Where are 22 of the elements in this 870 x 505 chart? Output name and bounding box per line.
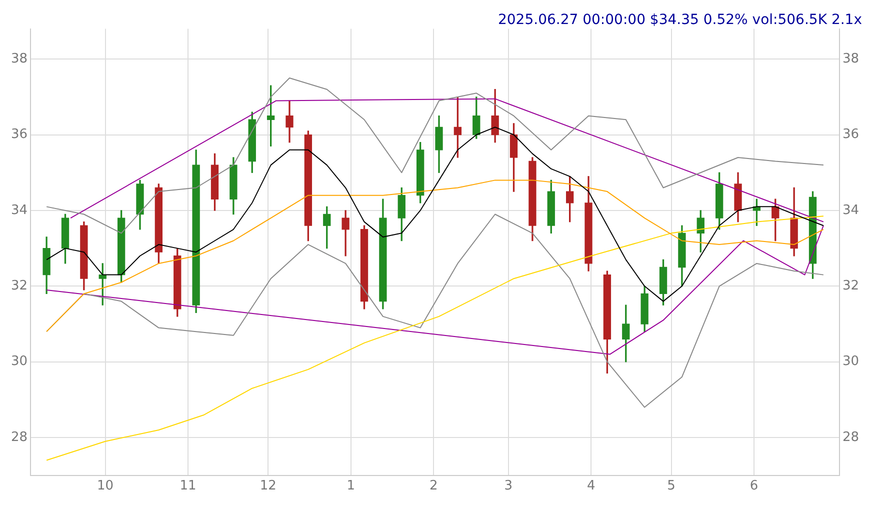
- x-tick-label: 2: [430, 478, 438, 494]
- x-tick-label: 1: [346, 478, 356, 494]
- y-tick-label: 32: [10, 278, 28, 294]
- y-tick-label: 28: [10, 430, 28, 445]
- y2-tick-label: 30: [842, 354, 860, 370]
- y2-tick-label: 32: [842, 278, 860, 294]
- chart-title: 2025.06.27 00:00:00 $34.35 0.52% vol:506.5K 2.1x: [498, 12, 862, 28]
- x-tick-label: 3: [504, 478, 513, 494]
- y2-tick-label: 36: [842, 127, 860, 142]
- y-tick-label: 38: [10, 51, 28, 66]
- y2-tick-label: 34: [842, 202, 860, 218]
- y-tick-label: 34: [10, 202, 28, 218]
- x-tick-label: 4: [587, 478, 596, 494]
- x-tick-label: 5: [667, 478, 676, 494]
- y-tick-label: 36: [10, 127, 28, 142]
- x-tick-label: 10: [97, 478, 114, 494]
- x-tick-label: 6: [750, 478, 758, 494]
- x-tick-label: 11: [180, 478, 196, 494]
- x-tick-label: 12: [260, 478, 276, 494]
- y2-tick-label: 28: [842, 430, 860, 445]
- y2-tick-label: 38: [842, 51, 860, 66]
- y-tick-label: 30: [10, 354, 28, 370]
